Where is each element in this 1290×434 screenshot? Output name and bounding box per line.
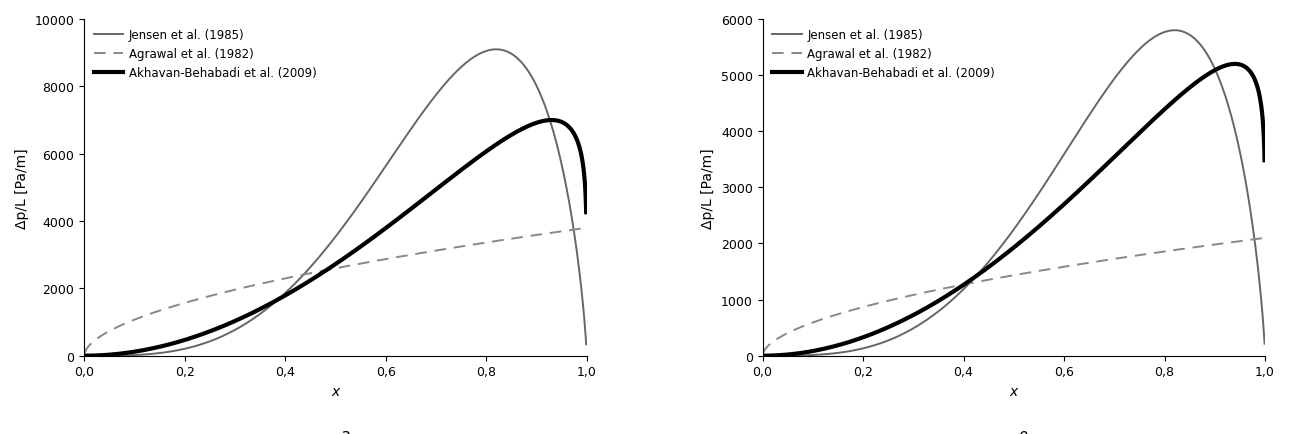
Line: Akhavan-Behabadi et al. (2009): Akhavan-Behabadi et al. (2009) <box>764 65 1264 356</box>
Jensen et al. (1985) <box>77 353 93 358</box>
Line: Jensen et al. (1985): Jensen et al. (1985) <box>85 50 586 356</box>
Akhavan-Behabadi et al. (2009) <box>544 118 560 123</box>
Agrawal et al. (1982) <box>780 330 796 335</box>
Legend: Jensen et al. (1985), Agrawal et al. (1982), Akhavan-Behabadi et al. (2009): Jensen et al. (1985), Agrawal et al. (19… <box>769 26 998 84</box>
Akhavan-Behabadi et al. (2009) <box>1256 158 1272 164</box>
Line: Agrawal et al. (1982): Agrawal et al. (1982) <box>85 228 586 353</box>
Akhavan-Behabadi et al. (2009) <box>472 154 488 159</box>
Jensen et al. (1985) <box>1256 341 1272 346</box>
Akhavan-Behabadi et al. (2009) <box>578 210 593 215</box>
Agrawal et al. (1982) <box>307 270 322 275</box>
Jensen et al. (1985) <box>1151 33 1166 39</box>
Jensen et al. (1985) <box>780 353 796 358</box>
Jensen et al. (1985) <box>756 353 771 358</box>
Text: v=9: v=9 <box>998 430 1029 434</box>
Y-axis label: Δp/L [Pa/m]: Δp/L [Pa/m] <box>15 148 28 228</box>
Akhavan-Behabadi et al. (2009) <box>1242 69 1258 75</box>
Y-axis label: Δp/L [Pa/m]: Δp/L [Pa/m] <box>702 148 715 228</box>
Jensen et al. (1985) <box>1242 207 1258 213</box>
X-axis label: x: x <box>1010 384 1018 398</box>
Jensen et al. (1985) <box>1166 29 1182 34</box>
Akhavan-Behabadi et al. (2009) <box>321 266 337 272</box>
Agrawal et al. (1982) <box>578 226 593 231</box>
Jensen et al. (1985) <box>472 52 488 57</box>
Jensen et al. (1985) <box>1000 237 1015 242</box>
Agrawal et al. (1982) <box>472 241 488 247</box>
Legend: Jensen et al. (1985), Agrawal et al. (1982), Akhavan-Behabadi et al. (2009): Jensen et al. (1985), Agrawal et al. (19… <box>90 26 320 84</box>
Jensen et al. (1985) <box>321 243 337 249</box>
Agrawal et al. (1982) <box>1000 274 1015 279</box>
Text: v=3: v=3 <box>320 430 351 434</box>
Jensen et al. (1985) <box>564 216 579 221</box>
X-axis label: x: x <box>332 384 339 398</box>
Agrawal et al. (1982) <box>564 228 579 233</box>
Jensen et al. (1985) <box>986 253 1001 259</box>
Akhavan-Behabadi et al. (2009) <box>1242 70 1258 75</box>
Akhavan-Behabadi et al. (2009) <box>986 261 1001 266</box>
Agrawal et al. (1982) <box>1256 236 1272 241</box>
Akhavan-Behabadi et al. (2009) <box>1000 251 1015 256</box>
Jensen et al. (1985) <box>578 342 593 347</box>
Akhavan-Behabadi et al. (2009) <box>564 128 579 133</box>
Akhavan-Behabadi et al. (2009) <box>307 275 322 280</box>
Agrawal et al. (1982) <box>756 351 771 356</box>
Agrawal et al. (1982) <box>77 350 93 355</box>
Akhavan-Behabadi et al. (2009) <box>1227 62 1242 67</box>
Akhavan-Behabadi et al. (2009) <box>102 352 117 357</box>
Agrawal et al. (1982) <box>986 276 1001 282</box>
Akhavan-Behabadi et al. (2009) <box>780 352 796 357</box>
Line: Akhavan-Behabadi et al. (2009): Akhavan-Behabadi et al. (2009) <box>85 121 586 356</box>
Jensen et al. (1985) <box>102 353 117 358</box>
Akhavan-Behabadi et al. (2009) <box>1151 113 1166 118</box>
Jensen et al. (1985) <box>1242 206 1258 211</box>
Line: Jensen et al. (1985): Jensen et al. (1985) <box>764 31 1264 356</box>
Akhavan-Behabadi et al. (2009) <box>77 353 93 358</box>
Akhavan-Behabadi et al. (2009) <box>564 128 579 134</box>
Jensen et al. (1985) <box>307 260 322 265</box>
Jensen et al. (1985) <box>489 48 504 53</box>
Agrawal et al. (1982) <box>1242 238 1258 243</box>
Agrawal et al. (1982) <box>1151 250 1166 256</box>
Akhavan-Behabadi et al. (2009) <box>756 353 771 358</box>
Agrawal et al. (1982) <box>102 328 117 333</box>
Line: Agrawal et al. (1982): Agrawal et al. (1982) <box>764 238 1264 353</box>
Agrawal et al. (1982) <box>321 267 337 273</box>
Agrawal et al. (1982) <box>1242 238 1258 243</box>
Jensen et al. (1985) <box>564 214 579 220</box>
Agrawal et al. (1982) <box>564 228 579 233</box>
